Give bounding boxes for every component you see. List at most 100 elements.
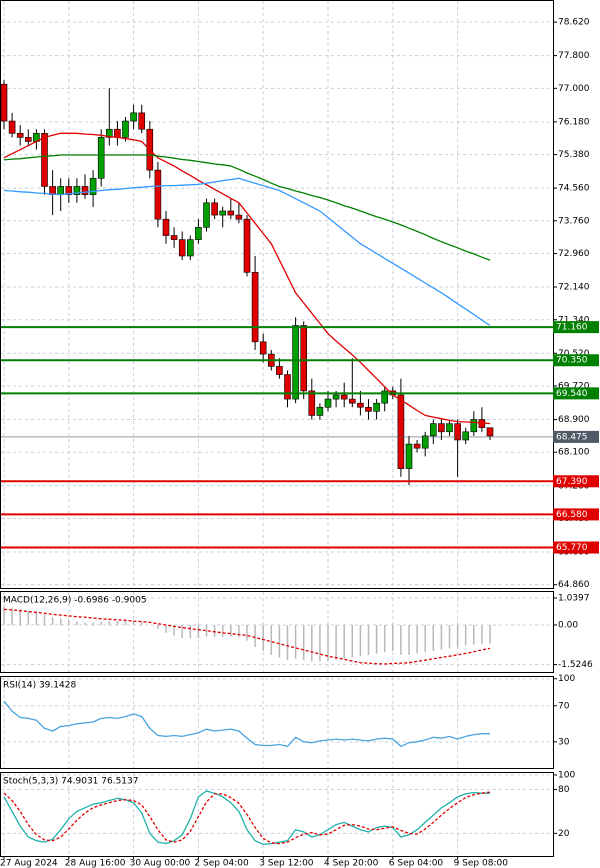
indicator-title: MACD(12,26,9) -0.6986 -0.9005 [3,596,147,606]
candle-body [114,128,121,138]
y-tick-label: 74.560 [558,184,590,194]
candle-body [203,202,210,228]
candle-body [162,218,170,236]
level-line-box [553,475,599,488]
x-tick-label: 2 Sep 04:00 [194,859,249,868]
candle-body [316,406,324,416]
candle-body [57,186,65,195]
y-tick-label: 68.900 [558,415,590,425]
candle-body [81,186,89,195]
y-tick-label: 64.860 [558,580,590,590]
level-line-box [553,354,599,367]
candle-body [227,210,235,216]
x-tick-label: 27 Aug 2024 [0,859,58,868]
candle-body [8,120,16,134]
y-tick-label: 78.620 [558,18,590,28]
candle-body [365,406,372,412]
candle-body [276,366,283,375]
candle-body [381,390,389,404]
level-line-box [553,508,599,521]
y-tick-label: 75.380 [558,150,590,160]
candle-body [324,398,332,408]
y-tick-label: 80 [558,785,570,795]
candle-body [0,83,8,122]
y-tick-label: 30 [558,737,570,747]
candle-body [195,227,202,240]
candle-body [332,394,340,400]
candle-body [340,394,348,400]
candle-body [106,128,113,138]
level-line-label: 69.540 [556,389,588,399]
level-line-label: 67.390 [556,477,588,487]
y-tick-label: 70 [558,701,570,711]
x-tick-label: 4 Sep 20:00 [324,859,379,868]
panel-frame [0,772,554,857]
candle-body [373,402,380,412]
y-tick-label: 71.340 [558,315,590,325]
candle-body [300,325,308,392]
candle-body [130,112,137,122]
candle-body [243,218,251,273]
y-tick-label: 76.180 [558,117,590,127]
candle-body [429,423,437,437]
candle-body [73,186,81,195]
x-tick-label: 3 Sep 12:00 [259,859,314,868]
level-line-box [553,387,599,400]
candle-body [187,239,194,257]
y-tick-label: 70.520 [558,349,590,359]
candle-body [154,169,162,220]
y-tick-label: 77.800 [558,51,590,61]
y-tick-label: 100 [558,674,575,684]
candle-body [421,435,429,449]
indicator-line [3,177,491,327]
candle-body [454,423,461,441]
y-tick-label: 77.000 [558,84,590,94]
candle-body [348,398,356,404]
indicator-line [3,608,491,665]
y-tick-label: 73.760 [558,216,590,226]
y-tick-label: 0.00 [558,621,578,631]
level-line-label: 65.770 [556,543,588,553]
candle-body [259,341,267,355]
candle-body [357,402,364,408]
y-tick-label: 69.720 [558,382,590,392]
current-price-box [553,430,599,443]
candle-body [16,133,24,138]
candle-body [470,419,478,433]
indicator-line [3,154,491,261]
level-line-label: 71.160 [556,323,588,333]
candle-body [97,137,105,179]
candle-body [219,210,226,216]
current-price-label: 68.475 [556,432,588,442]
y-tick-label: 100 [558,770,575,780]
y-tick-label: 72.140 [558,283,590,293]
y-tick-label: 72.960 [558,249,590,259]
y-tick-label: 20 [558,829,570,839]
x-tick-label: 6 Sep 04:00 [389,859,444,868]
candle-body [41,133,48,187]
y-tick-label: 1.0397 [558,594,590,604]
y-tick-label: 68.100 [558,448,590,458]
candle-body [292,325,299,400]
candle-body [413,443,421,449]
indicator-title: RSI(14) 39.1428 [3,681,76,691]
y-tick-label: -1.5246 [558,660,593,670]
candle-body [462,431,470,441]
x-tick-label: 30 Aug 00:00 [130,859,191,868]
candle-body [138,112,145,130]
candle-body [405,443,413,469]
indicator-line [3,132,491,425]
level-line-box [553,321,599,334]
x-tick-label: 28 Aug 16:00 [65,859,126,868]
candle-body [446,423,453,433]
candle-body [24,137,32,142]
level-line-label: 66.580 [556,510,588,520]
candle-body [486,427,494,437]
x-tick-label: 9 Sep 08:00 [454,859,509,868]
indicator-title: Stoch(5,3,3) 74.9031 76.5137 [3,777,138,787]
candle-body [284,374,291,400]
candle-body [211,202,218,216]
candle-body [308,390,316,416]
candle-body [89,177,97,195]
indicator-line [3,700,491,748]
